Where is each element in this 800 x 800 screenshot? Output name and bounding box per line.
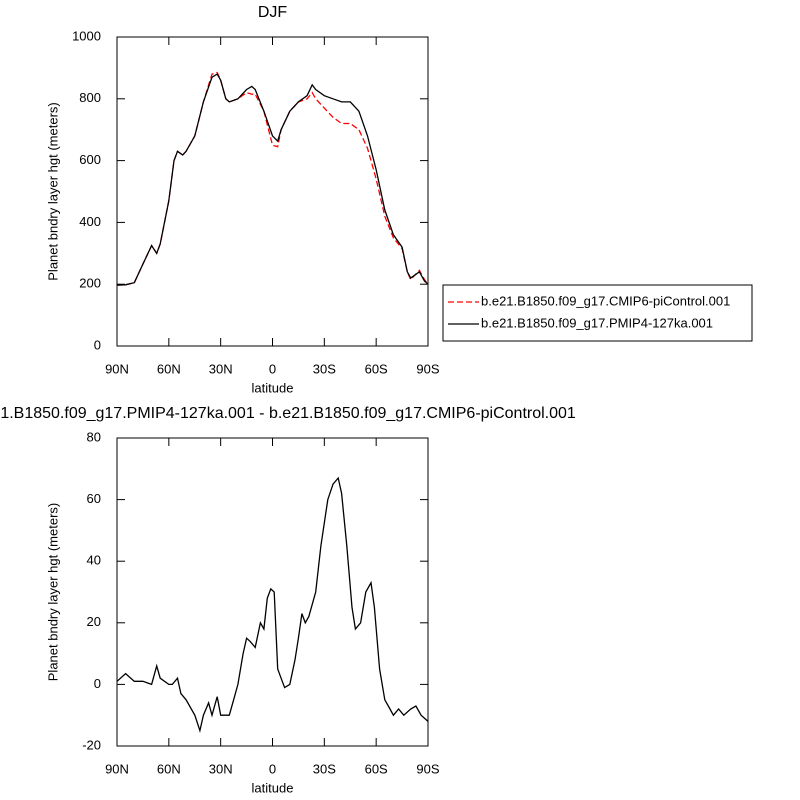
legend-label: b.e21.B1850.f09_g17.CMIP6-piControl.001	[481, 293, 730, 308]
x-tick-label: 60S	[365, 761, 388, 776]
x-tick-label: 90S	[416, 761, 439, 776]
y-axis-label: Planet bndry layer hgt (meters)	[45, 102, 60, 280]
legend-box	[442, 284, 753, 342]
chart-title: DJF	[258, 4, 288, 21]
x-axis-label: latitude	[252, 380, 294, 395]
y-tick-label: 600	[79, 152, 101, 167]
y-tick-label: 1000	[72, 28, 101, 43]
x-tick-label: 60S	[365, 361, 388, 376]
x-tick-label: 30S	[313, 761, 336, 776]
y-tick-label: 40	[87, 553, 101, 568]
y-tick-label: 60	[87, 491, 101, 506]
x-tick-label: 90N	[105, 361, 129, 376]
x-tick-label: 30N	[209, 361, 233, 376]
y-tick-label: 0	[94, 676, 101, 691]
data-line	[116, 73, 429, 286]
y-tick-label: 200	[79, 276, 101, 291]
data-line	[116, 71, 429, 286]
x-tick-label: 60N	[157, 761, 181, 776]
y-tick-label: 0	[94, 337, 101, 352]
x-tick-label: 30N	[209, 761, 233, 776]
x-tick-label: 0	[269, 761, 276, 776]
y-tick-label: 80	[87, 429, 101, 444]
x-tick-label: 0	[269, 361, 276, 376]
chart-title: b.e21.B1850.f09_g17.PMIP4-127ka.001 - b.…	[0, 405, 576, 422]
plot-frame	[116, 437, 429, 747]
x-tick-label: 90N	[105, 761, 129, 776]
y-tick-label: 400	[79, 214, 101, 229]
x-tick-label: 90S	[416, 361, 439, 376]
x-tick-label: 30S	[313, 361, 336, 376]
legend-label: b.e21.B1850.f09_g17.PMIP4-127ka.001	[481, 315, 713, 330]
y-tick-label: -20	[82, 737, 101, 752]
x-tick-label: 60N	[157, 361, 181, 376]
y-tick-label: 800	[79, 90, 101, 105]
y-tick-label: 20	[87, 614, 101, 629]
data-line	[116, 476, 429, 734]
y-axis-label: Planet bndry layer hgt (meters)	[45, 503, 60, 681]
x-axis-label: latitude	[252, 780, 294, 795]
